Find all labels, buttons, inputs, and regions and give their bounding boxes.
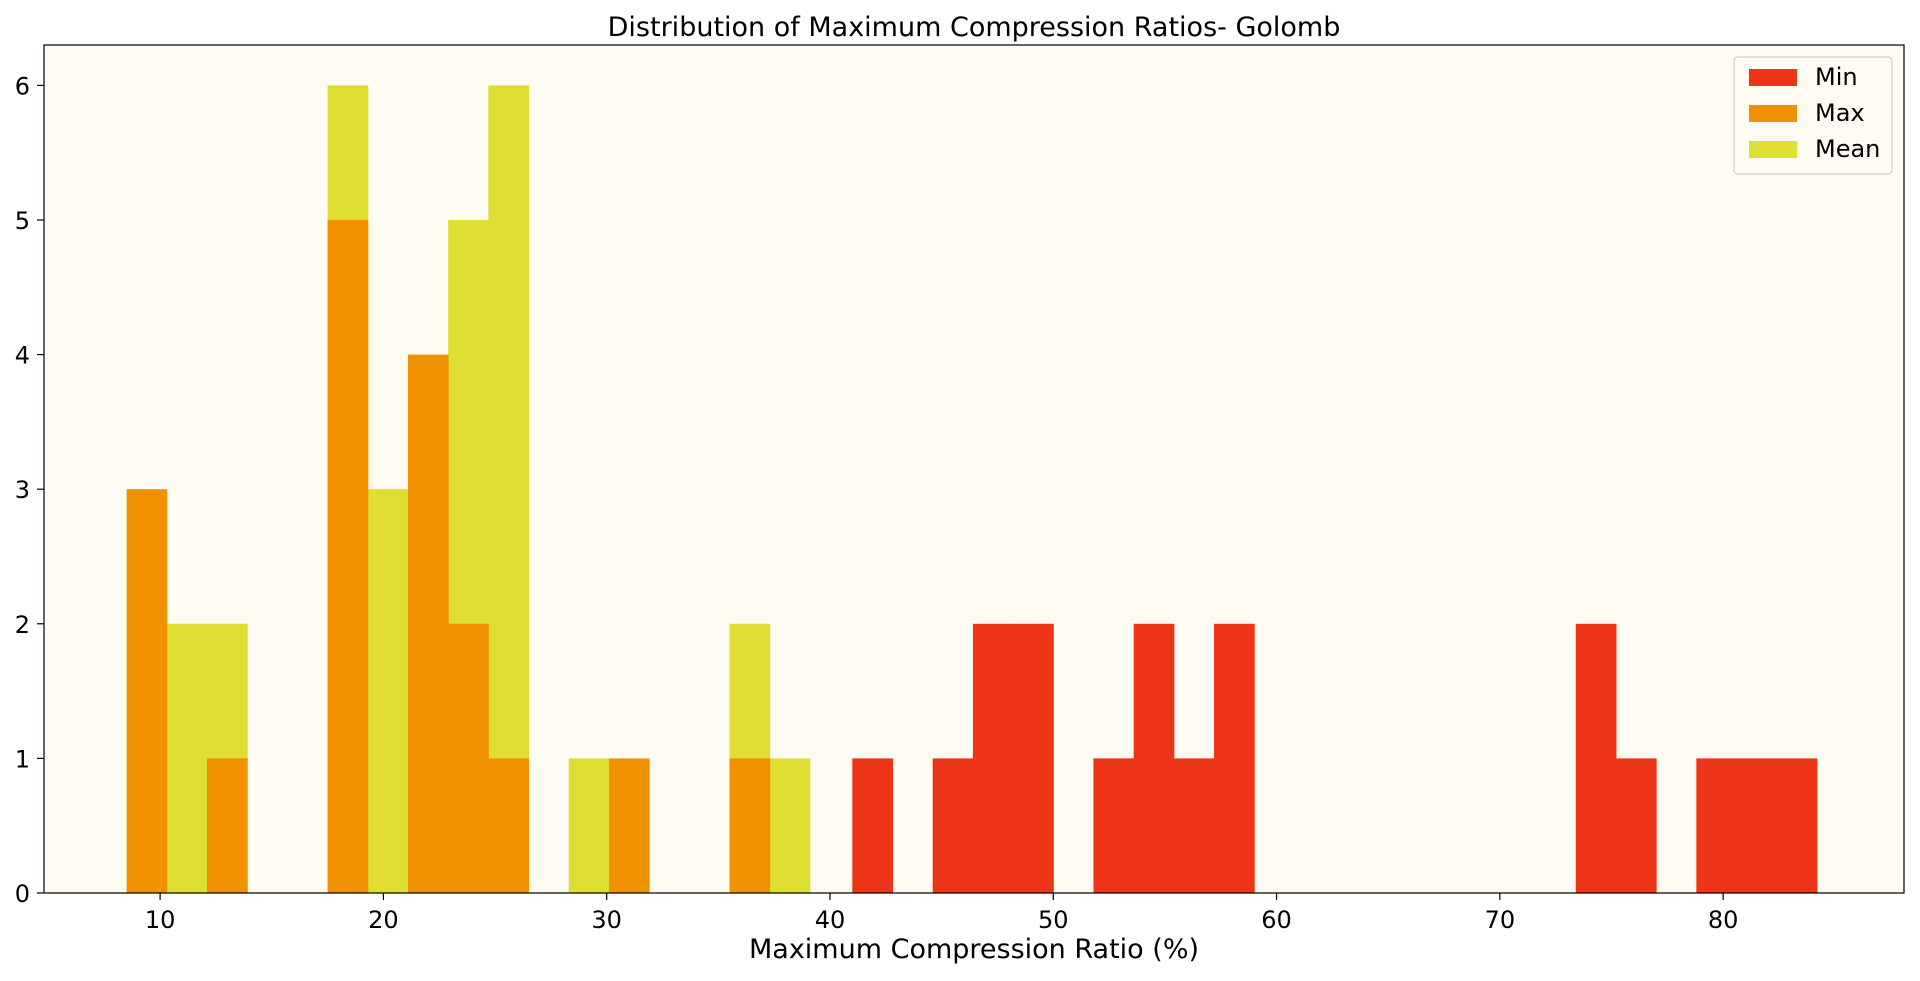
bar-min xyxy=(972,623,1014,893)
bar-max xyxy=(608,758,650,893)
bar-max xyxy=(488,758,530,893)
bar-min xyxy=(1696,758,1738,893)
y-tick-label: 3 xyxy=(15,476,30,504)
bar-min xyxy=(1575,623,1617,893)
legend-swatch-mean xyxy=(1749,141,1797,158)
bar-max xyxy=(327,219,369,894)
bar-min xyxy=(932,758,974,893)
legend: Min Max Mean xyxy=(1733,56,1893,175)
bar-min xyxy=(1133,623,1175,893)
x-axis-label: Maximum Compression Ratio (%) xyxy=(749,934,1199,965)
y-axis-ticks: 0 1 2 3 4 5 6 xyxy=(15,72,44,908)
x-tick-label: 70 xyxy=(1485,906,1516,934)
bar-mean xyxy=(568,758,610,893)
bar-max xyxy=(126,489,168,893)
bar-min xyxy=(1736,758,1778,893)
legend-swatch-max xyxy=(1749,105,1797,122)
x-tick-label: 40 xyxy=(815,906,846,934)
bar-min xyxy=(1615,758,1657,893)
bar-min xyxy=(1173,758,1215,893)
bar-mean xyxy=(166,623,208,893)
bar-mean xyxy=(488,85,530,893)
bar-max xyxy=(207,758,248,893)
y-tick-label: 5 xyxy=(15,207,30,235)
bar-min xyxy=(1013,623,1054,893)
bar-mean xyxy=(769,758,811,893)
legend-label-min: Min xyxy=(1815,63,1858,91)
y-tick-label: 4 xyxy=(15,342,30,370)
bar-max xyxy=(448,623,489,893)
y-tick-label: 1 xyxy=(15,745,30,773)
x-tick-label: 80 xyxy=(1708,906,1739,934)
bar-max xyxy=(729,758,771,893)
bar-min xyxy=(1093,758,1135,893)
legend-swatch-min xyxy=(1749,69,1797,86)
x-axis-ticks: 10 20 30 40 50 60 70 80 xyxy=(145,893,1739,934)
bar-min xyxy=(1214,623,1255,893)
x-tick-label: 30 xyxy=(591,906,622,934)
y-tick-label: 2 xyxy=(15,611,30,639)
y-tick-label: 6 xyxy=(15,72,30,100)
chart-title: Distribution of Maximum Compression Rati… xyxy=(608,12,1341,43)
bar-mean xyxy=(367,489,409,893)
x-tick-label: 60 xyxy=(1261,906,1292,934)
bars-layer xyxy=(126,85,1818,894)
legend-label-max: Max xyxy=(1815,99,1865,127)
x-tick-label: 50 xyxy=(1038,906,1069,934)
x-tick-label: 20 xyxy=(368,906,399,934)
legend-label-mean: Mean xyxy=(1815,135,1880,163)
x-tick-label: 10 xyxy=(145,906,176,934)
y-tick-label: 0 xyxy=(15,880,30,908)
bar-max xyxy=(407,354,449,894)
plot-frame xyxy=(43,44,1905,894)
bar-min xyxy=(1776,758,1818,893)
bar-min xyxy=(852,758,893,893)
